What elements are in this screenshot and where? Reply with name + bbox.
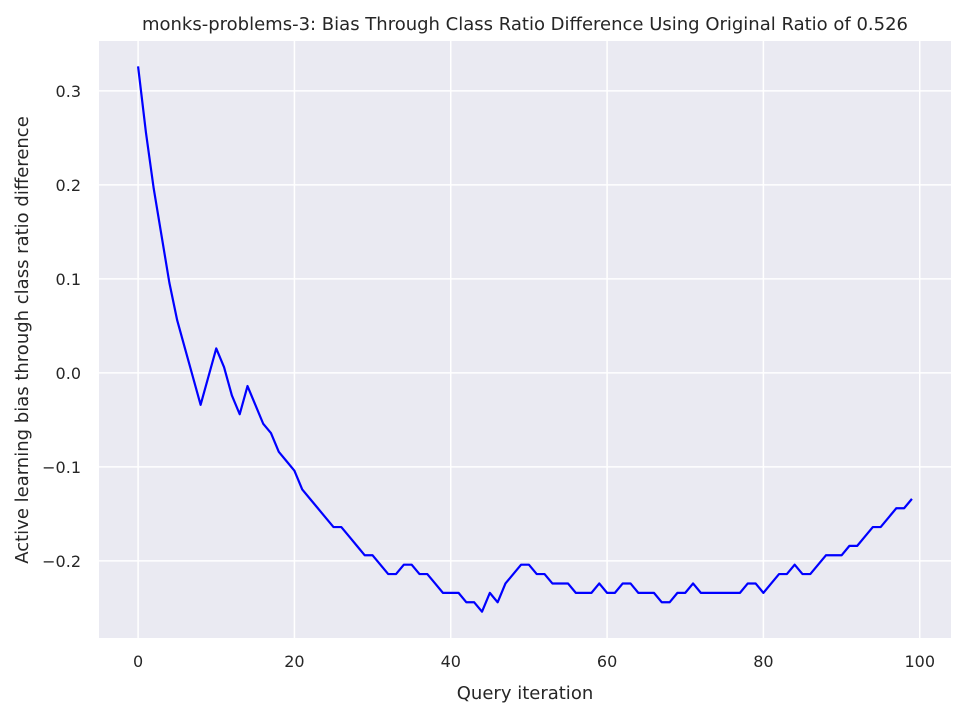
- y-tick-labels: −0.2 −0.1 0.0 0.1 0.2 0.3: [42, 82, 81, 571]
- x-tick-label: 40: [441, 652, 461, 671]
- y-tick-label: 0.3: [56, 82, 81, 101]
- x-axis-label: Query iteration: [457, 683, 593, 704]
- y-tick-label: −0.2: [42, 552, 81, 571]
- x-tick-labels: 0 20 40 60 80 100: [133, 652, 935, 671]
- plot-background: [99, 41, 951, 638]
- x-tick-label: 100: [904, 652, 935, 671]
- y-tick-label: −0.1: [42, 458, 81, 477]
- series-line: [136, 66, 913, 613]
- series-layer: [136, 66, 913, 613]
- y-tick-label: 0.2: [56, 176, 81, 195]
- y-tick-label: 0.1: [56, 270, 81, 289]
- chart-title: monks-problems-3: Bias Through Class Rat…: [142, 14, 908, 35]
- grid: [99, 41, 951, 638]
- x-tick-label: 0: [133, 652, 143, 671]
- y-tick-label: 0.0: [56, 364, 81, 383]
- x-tick-label: 60: [597, 652, 617, 671]
- y-axis-label: Active learning bias through class ratio…: [12, 116, 33, 564]
- x-tick-label: 80: [753, 652, 773, 671]
- x-tick-label: 20: [284, 652, 304, 671]
